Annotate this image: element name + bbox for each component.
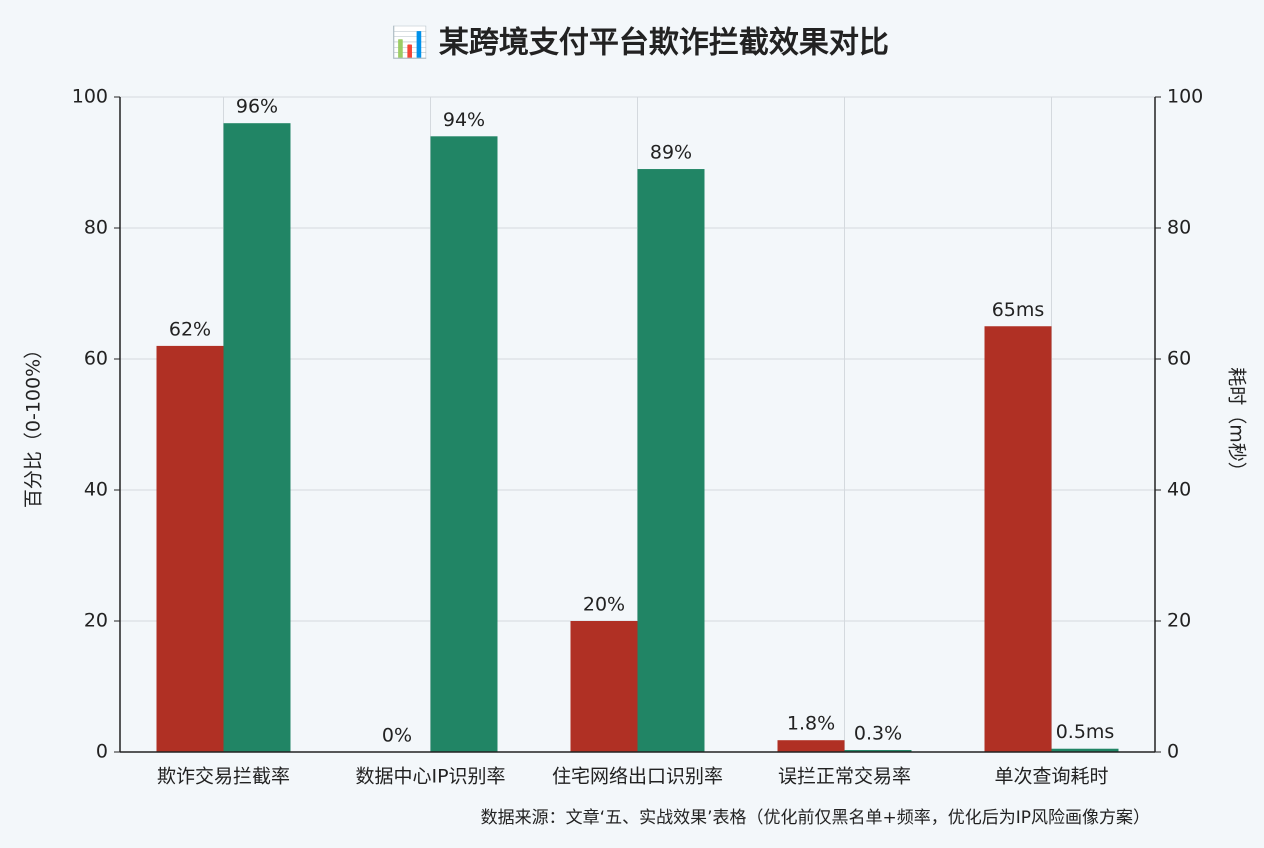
- bar: [430, 136, 498, 753]
- bar: [984, 326, 1052, 752]
- x-tick-label: 欺诈交易拦截率: [157, 766, 290, 788]
- y2-axis-label: 耗时（m秒）: [1226, 367, 1248, 481]
- bar: [777, 740, 845, 752]
- y-tick-label: 40: [84, 479, 108, 501]
- y-tick-label: 80: [84, 217, 108, 239]
- value-label: 0.5ms: [1056, 721, 1115, 743]
- chart-title: 📊 某跨境支付平台欺诈拦截效果对比: [391, 25, 889, 61]
- y2-tick-label: 60: [1167, 348, 1191, 370]
- y2-tick-label: 0: [1167, 741, 1179, 763]
- y-tick-label: 100: [72, 86, 108, 108]
- bar: [844, 750, 912, 752]
- y2-tick-label: 100: [1167, 86, 1203, 108]
- x-tick-label: 数据中心IP识别率: [355, 766, 505, 788]
- value-label: 0.3%: [854, 723, 902, 745]
- source-note: 数据来源：文章‘五、实战效果’表格（优化前仅黑名单+频率，优化后为IP风险画像方…: [481, 808, 1150, 828]
- bar: [1051, 748, 1119, 752]
- bar: [570, 621, 638, 752]
- value-label: 65ms: [992, 299, 1045, 321]
- y2-tick-label: 40: [1167, 479, 1191, 501]
- y2-tick-label: 20: [1167, 610, 1191, 632]
- value-label: 20%: [583, 594, 625, 616]
- x-tick-label: 误拦正常交易率: [778, 766, 911, 788]
- value-label: 89%: [650, 142, 692, 164]
- x-tick-label: 住宅网络出口识别率: [552, 766, 723, 788]
- y2-tick-label: 80: [1167, 217, 1191, 239]
- value-label: 96%: [236, 96, 278, 118]
- y-tick-label: 0: [96, 741, 108, 763]
- value-label: 0%: [382, 725, 412, 747]
- bar: [637, 169, 705, 753]
- bar: [223, 123, 291, 752]
- y-axis-label: 百分比（0-100%）: [23, 340, 45, 508]
- value-label: 62%: [169, 318, 211, 340]
- bar: [156, 345, 224, 752]
- y-tick-label: 60: [84, 348, 108, 370]
- value-label: 1.8%: [787, 713, 835, 735]
- value-label: 94%: [443, 109, 485, 131]
- y-tick-label: 20: [84, 610, 108, 632]
- x-tick-label: 单次查询耗时: [994, 766, 1108, 788]
